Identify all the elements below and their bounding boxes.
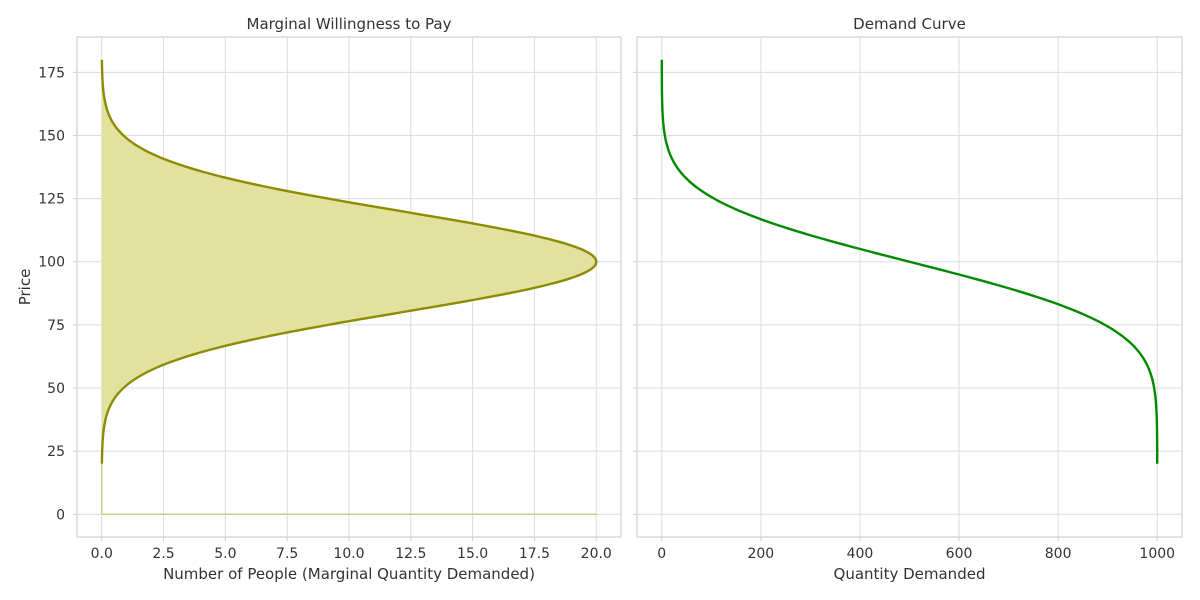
x-tick-label: 800 <box>1045 546 1072 562</box>
x-axis-label: Quantity Demanded <box>834 565 986 583</box>
chart-demand-curve: Demand Curve 0 200 400 600 800 1000 Quantity … <box>633 15 1183 583</box>
series-line <box>100 59 598 464</box>
x-axis-ticks: 0 200 400 600 800 1000 <box>657 537 1175 562</box>
x-tick-label: 0 <box>657 546 666 562</box>
x-tick-label: 15.0 <box>457 546 488 562</box>
y-tick-label: 75 <box>47 318 65 334</box>
x-tick-label: 12.5 <box>395 546 426 562</box>
y-tick-label: 125 <box>38 192 65 208</box>
chart-title: Marginal Willingness to Pay <box>247 15 452 33</box>
x-axis-label: Number of People (Marginal Quantity Dema… <box>163 565 535 583</box>
x-tick-label: 7.5 <box>276 546 298 562</box>
y-axis-ticks: 0 25 50 75 100 125 150 175 <box>38 65 77 523</box>
x-tick-label: 5.0 <box>214 546 236 562</box>
grid <box>637 37 1182 537</box>
x-tick-label: 17.5 <box>519 546 550 562</box>
y-tick-label: 0 <box>56 507 65 523</box>
y-tick-label: 25 <box>47 444 65 460</box>
x-tick-label: 2.5 <box>152 546 174 562</box>
area-fill <box>101 59 597 464</box>
axes-frame <box>636 36 1183 538</box>
x-tick-label: 600 <box>946 546 973 562</box>
x-tick-label: 10.0 <box>333 546 364 562</box>
x-axis-ticks: 0.0 2.5 5.0 7.5 10.0 12.5 15.0 17.5 20.0 <box>91 537 612 562</box>
y-axis-label: Price <box>16 269 34 306</box>
y-tick-label: 150 <box>38 128 65 144</box>
x-tick-label: 1000 <box>1139 546 1175 562</box>
y-axis-ticks <box>633 71 637 515</box>
x-tick-label: 400 <box>847 546 874 562</box>
chart-title: Demand Curve <box>853 15 966 33</box>
y-tick-label: 50 <box>47 381 65 397</box>
y-tick-label: 175 <box>38 65 65 81</box>
x-tick-label: 20.0 <box>581 546 612 562</box>
series-line <box>660 59 1159 464</box>
x-tick-label: 0.0 <box>91 546 113 562</box>
x-tick-label: 200 <box>747 546 774 562</box>
chart-marginal-willingness: Marginal Willingness to Pay 0.0 2.5 5.0 7.5… <box>16 15 622 583</box>
y-tick-label: 100 <box>38 255 65 271</box>
